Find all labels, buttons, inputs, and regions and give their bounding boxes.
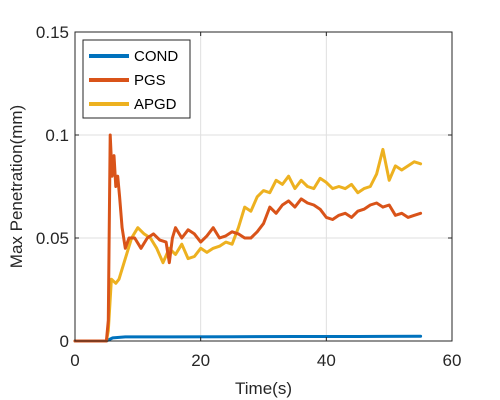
series-line-pgs: [73, 133, 423, 343]
x-tick-label: 20: [191, 351, 210, 370]
x-tick-label: 60: [443, 351, 462, 370]
legend-label-cond: COND: [134, 48, 178, 65]
x-axis-label: Time(s): [235, 379, 292, 398]
legend: COND PGS APGD: [82, 39, 191, 119]
y-tick-label: 0.1: [45, 126, 69, 145]
y-tick-label: 0.15: [36, 23, 69, 42]
y-tick-label: 0.05: [36, 229, 69, 248]
legend-label-apgd: APGD: [134, 96, 177, 113]
y-tick-label: 0: [60, 332, 69, 351]
series-line-apgd: [73, 147, 423, 343]
y-axis-label: Max Penetration(mm): [7, 105, 26, 268]
legend-label-pgs: PGS: [134, 72, 166, 89]
axes-box: [74, 31, 453, 342]
axis-ticks: 0 20 40 60 0 0.05 0.1 0.15: [36, 23, 462, 370]
x-tick-label: 40: [317, 351, 336, 370]
x-tick-label: 0: [70, 351, 79, 370]
